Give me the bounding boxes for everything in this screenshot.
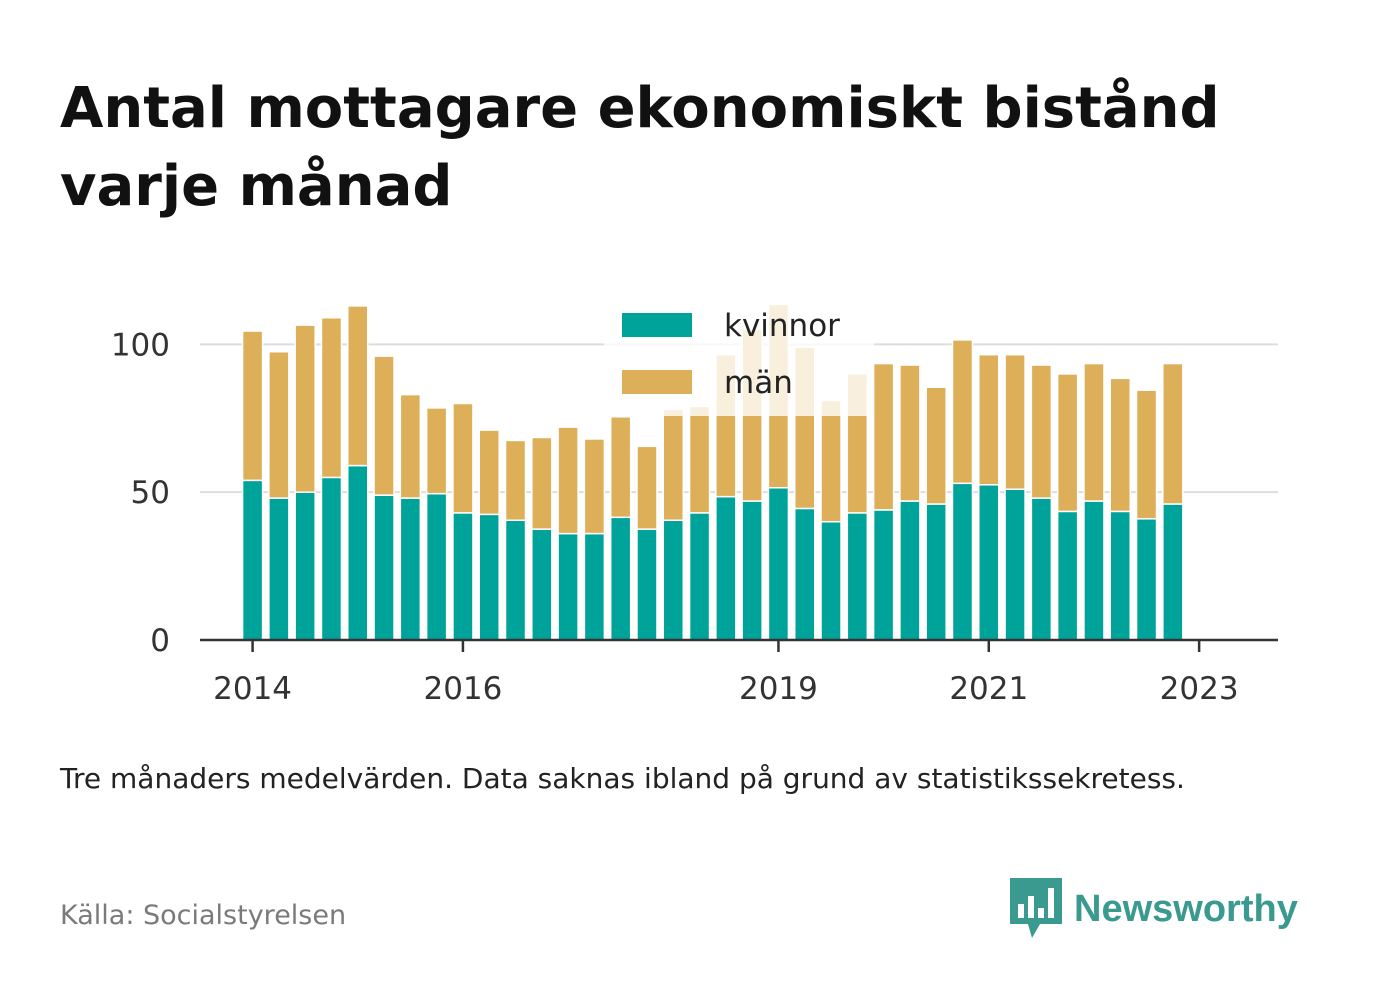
bar-man [872, 362, 895, 511]
bar-man [925, 386, 947, 505]
x-tick-label: 2023 [1160, 671, 1239, 707]
newsworthy-logo: Newsworthy [1010, 878, 1298, 940]
bar-man [1056, 373, 1079, 513]
legend-label-kvinnor: kvinnor [724, 308, 840, 344]
bar-kvinnor [268, 497, 290, 641]
bar-kvinnor [688, 512, 711, 641]
bar-man [347, 305, 369, 467]
bar-man [662, 408, 685, 522]
bar-man [978, 353, 1000, 486]
bar-kvinnor [1109, 510, 1131, 641]
bar-kvinnor [425, 492, 448, 641]
bar-kvinnor [793, 507, 816, 641]
bar-man [557, 426, 579, 535]
x-tick-label: 2019 [739, 671, 818, 707]
bar-man [268, 350, 290, 499]
bar-kvinnor [872, 509, 895, 641]
bar-man [531, 436, 553, 530]
bar-kvinnor [347, 464, 369, 641]
bar-man [1030, 364, 1053, 499]
bar-man [1135, 389, 1158, 520]
bar-kvinnor [320, 476, 343, 641]
bar-man [1109, 377, 1131, 513]
bar-kvinnor [715, 495, 737, 641]
bar-man [241, 330, 264, 482]
x-tick-label: 2021 [949, 671, 1028, 707]
bar-kvinnor [978, 484, 1000, 641]
bar-kvinnor [452, 512, 474, 641]
bar-man [688, 405, 711, 514]
bar-man [583, 438, 606, 535]
bar-kvinnor [899, 500, 921, 641]
x-tick-label: 2014 [213, 671, 292, 707]
bar-man [504, 439, 527, 522]
x-tick-label: 2016 [423, 671, 502, 707]
bar-man [320, 316, 343, 479]
bar-kvinnor [662, 519, 685, 641]
bar-man [636, 445, 658, 530]
bar-kvinnor [1162, 503, 1184, 641]
legend: kvinnor män [604, 300, 874, 416]
bar-kvinnor [925, 503, 947, 641]
bar-man [399, 393, 422, 499]
bar-man [1004, 353, 1026, 490]
bar-kvinnor [504, 519, 527, 641]
bar-kvinnor [846, 512, 869, 641]
y-tick-label: 100 [111, 327, 170, 363]
bar-man [373, 355, 395, 496]
bar-man [820, 399, 842, 523]
bar-kvinnor [1056, 510, 1079, 641]
bar-man [294, 324, 316, 493]
y-tick-label: 50 [131, 475, 170, 511]
brand-name: Newsworthy [1074, 887, 1298, 930]
bar-kvinnor [373, 494, 395, 641]
bar-chart-speech-bubble-icon [1010, 878, 1062, 938]
bar-kvinnor [241, 479, 264, 641]
axes: 0 50 100 2014 2016 2019 2021 2023 [111, 327, 1278, 707]
bar-kvinnor [741, 500, 763, 641]
bar-kvinnor [583, 532, 606, 641]
bar-kvinnor [399, 497, 422, 641]
legend-swatch-kvinnor [622, 313, 692, 337]
bar-kvinnor [609, 516, 632, 641]
bar-man [452, 402, 474, 514]
bar-man [1083, 362, 1105, 502]
bar-kvinnor [951, 482, 974, 641]
bar-kvinnor [767, 486, 790, 641]
source-label: Källa: Socialstyrelsen [60, 900, 347, 931]
bar-kvinnor [820, 520, 842, 641]
bar-kvinnor [294, 491, 316, 641]
bar-kvinnor [1083, 500, 1105, 641]
bar-man [478, 429, 500, 516]
y-tick-label: 0 [150, 623, 170, 659]
bar-man [609, 416, 632, 519]
legend-label-man: män [724, 365, 793, 401]
bar-man [425, 407, 448, 495]
chart-note: Tre månaders medelvärden. Data saknas ib… [60, 762, 1185, 795]
chart-title: Antal mottagare ekonomiskt bistånd varje… [60, 76, 1220, 219]
bar-kvinnor [478, 513, 500, 641]
bar-kvinnor [531, 528, 553, 641]
legend-swatch-man [622, 370, 692, 394]
bar-kvinnor [1030, 497, 1053, 641]
bar-kvinnor [636, 528, 658, 641]
bar-man [951, 339, 974, 485]
bar-kvinnor [1004, 488, 1026, 641]
bar-kvinnor [557, 532, 579, 641]
bar-man [899, 364, 921, 502]
bar-man [1162, 362, 1184, 505]
bar-kvinnor [1135, 518, 1158, 641]
